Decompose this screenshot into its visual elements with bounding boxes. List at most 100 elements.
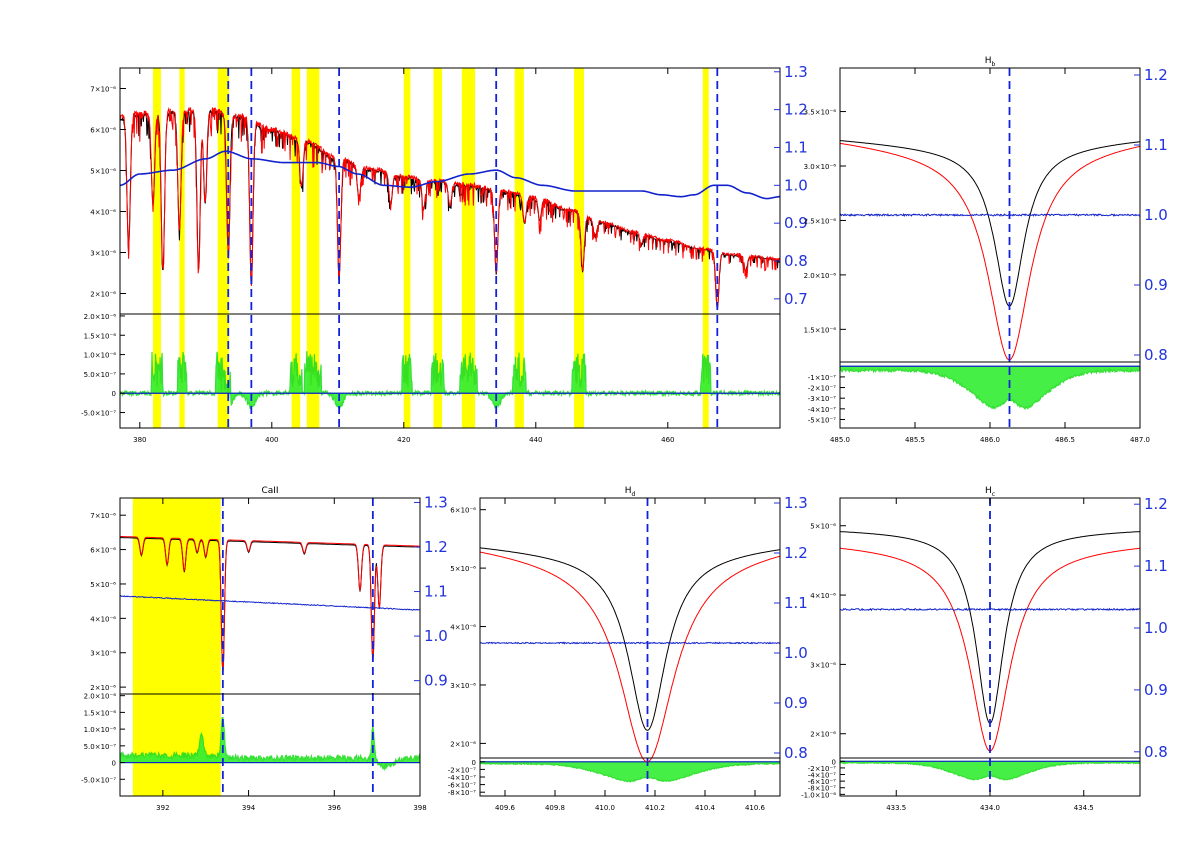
panel-title: Hb — [985, 56, 996, 68]
res-tick-label: -1.0×10⁻⁶ — [801, 791, 836, 799]
highlight-band — [433, 68, 443, 428]
y-tick-label: 4×10⁻⁶ — [450, 624, 476, 632]
y-tick-label: 2×10⁻⁶ — [450, 740, 476, 748]
y-tick-label: 7×10⁻⁶ — [90, 86, 116, 94]
y2-tick-label: 0.9 — [424, 672, 448, 690]
y-tick-label: 5×10⁻⁶ — [90, 168, 116, 176]
y-tick-label: 3×10⁻⁶ — [90, 650, 116, 658]
res-tick-label: -4×10⁻⁷ — [808, 772, 836, 780]
y2-tick-label: 1.0 — [784, 644, 808, 662]
y-tick-label: 2.0×10⁻⁶ — [804, 272, 837, 280]
x-tick-label: 486.0 — [980, 436, 1000, 444]
res-tick-label: 1.5×10⁻⁶ — [84, 709, 117, 717]
panel-title-main: H — [985, 56, 992, 66]
x-tick-label: 410.6 — [745, 804, 766, 812]
y2-tick-label: 1.3 — [784, 494, 808, 512]
res-tick-label: -2×10⁻⁷ — [808, 765, 836, 773]
x-tick-label: 460 — [661, 436, 674, 444]
res-tick-label: 1.0×10⁻⁶ — [84, 726, 117, 734]
residual-frame — [119, 693, 421, 797]
y-tick-label: 3×10⁻⁶ — [90, 250, 116, 258]
x-tick-label: 485.0 — [830, 436, 850, 444]
y-tick-label: 7×10⁻⁶ — [90, 512, 116, 520]
highlight-band — [306, 68, 320, 428]
res-tick-label: 0 — [832, 758, 836, 766]
y2-tick-label: 1.1 — [784, 594, 808, 612]
y2-tick-label: 1.0 — [1144, 206, 1168, 224]
panel-h-beta: 1.5×10⁻⁶ 2.0×10⁻⁶ 2.5×10⁻⁶ 3.0×10⁻⁶ 3.5×10⁻⁶… — [804, 56, 1168, 444]
highlight-band — [132, 498, 221, 796]
residual-frame — [119, 313, 781, 429]
y2-tick-label: 0.8 — [784, 252, 808, 270]
res-tick-label: -6×10⁻⁷ — [808, 778, 836, 786]
y2-tick-label: 1.1 — [784, 138, 808, 156]
y2-tick-label: 1.1 — [1144, 557, 1168, 575]
panel-title: Hd — [625, 486, 636, 498]
y2-tick-label: 0.8 — [1144, 346, 1168, 364]
x-tick-label: 396 — [328, 804, 342, 812]
y-tick-label: 4×10⁻⁶ — [810, 592, 836, 600]
x-tick-label: 392 — [156, 804, 169, 812]
model-spectrum-line — [840, 142, 1140, 361]
y-tick-label: 3.5×10⁻⁶ — [804, 109, 837, 117]
y2-tick-label: 0.8 — [1144, 743, 1168, 761]
y-tick-label: 2×10⁻⁶ — [90, 291, 116, 299]
x-tick-label: 400 — [265, 436, 278, 444]
x-tick-label: 487.0 — [1130, 436, 1150, 444]
res-tick-label: -5.0×10⁻⁷ — [81, 410, 116, 418]
x-tick-label: 440 — [529, 436, 542, 444]
y2-tick-label: 1.3 — [424, 493, 448, 511]
y-tick-label: 5×10⁻⁶ — [90, 581, 116, 589]
plot-area — [840, 68, 1140, 428]
y-tick-label: 5×10⁻⁶ — [810, 523, 836, 531]
model-spectrum-line — [480, 551, 780, 763]
y2-tick-label: 0.9 — [784, 694, 808, 712]
y-tick-label: 6×10⁻⁶ — [90, 127, 116, 135]
x-tick-label: 420 — [397, 436, 410, 444]
y2-tick-label: 0.7 — [784, 290, 808, 308]
y2-tick-label: 0.9 — [784, 214, 808, 232]
plot-area — [480, 498, 780, 796]
panel-h-gamma: 2×10⁻⁶ 3×10⁻⁶ 4×10⁻⁶ 5×10⁻⁶ 0.8 0.9 1.0 1.1 1.2 -… — [801, 486, 1168, 812]
res-tick-label: -6×10⁻⁷ — [448, 782, 476, 790]
res-tick-label: 5.0×10⁻⁷ — [84, 743, 117, 751]
x-tick-label: 398 — [413, 804, 426, 812]
res-tick-label: -4×10⁻⁷ — [808, 406, 836, 414]
plot-area — [840, 498, 1140, 796]
residual-series — [480, 761, 780, 783]
y-tick-label: 3×10⁻⁶ — [810, 661, 836, 669]
y2-tick-label: 0.8 — [784, 744, 808, 762]
res-tick-label: 0 — [472, 759, 476, 767]
y2-tick-label: 1.2 — [1144, 66, 1168, 84]
panel-full-spectrum: 2×10⁻⁶ 3×10⁻⁶ 4×10⁻⁶ 5×10⁻⁶ 6×10⁻⁶ 7×10⁻⁶ 0.7 0… — [81, 63, 808, 444]
y2-tick-label: 0.9 — [1144, 276, 1168, 294]
res-tick-label: -2×10⁻⁷ — [448, 766, 476, 774]
res-tick-label: -4×10⁻⁷ — [448, 774, 476, 782]
highlight-band — [574, 68, 584, 428]
y-tick-label: 6×10⁻⁶ — [450, 507, 476, 515]
panel-caii: 2×10⁻⁶ 3×10⁻⁶ 4×10⁻⁶ 5×10⁻⁶ 6×10⁻⁶ 7×10⁻⁶ 0.9 1… — [81, 486, 448, 812]
observed-spectrum-line — [480, 547, 780, 731]
highlight-band — [514, 68, 524, 428]
y2-tick-label: 1.0 — [1144, 619, 1168, 637]
highlight-band — [702, 68, 709, 428]
y2-tick-label: 1.2 — [784, 544, 808, 562]
panel-h-delta: 2×10⁻⁶ 3×10⁻⁶ 4×10⁻⁶ 5×10⁻⁶ 6×10⁻⁶ 0.8 0.9 1.0 1… — [448, 486, 808, 812]
y2-tick-label: 1.1 — [424, 583, 448, 601]
panel-title-main: H — [625, 486, 632, 496]
y-tick-label: 4×10⁻⁶ — [90, 209, 116, 217]
panel-title-subscript: c — [992, 491, 995, 498]
y-tick-label: 2×10⁻⁶ — [90, 684, 116, 692]
x-tick-label: 434.0 — [980, 804, 1000, 812]
panel-title-subscript: b — [991, 61, 995, 68]
x-tick-label: 434.5 — [1074, 804, 1094, 812]
x-tick-label: 410.0 — [595, 804, 615, 812]
res-tick-label: -3×10⁻⁷ — [808, 395, 836, 403]
y2-tick-label: 1.1 — [1144, 136, 1168, 154]
panel-title: Hc — [985, 486, 995, 498]
res-tick-label: -8×10⁻⁷ — [808, 785, 836, 793]
residual-series — [120, 716, 420, 772]
panel-title-main: H — [985, 486, 992, 496]
panel-title-main: CaII — [261, 486, 278, 496]
